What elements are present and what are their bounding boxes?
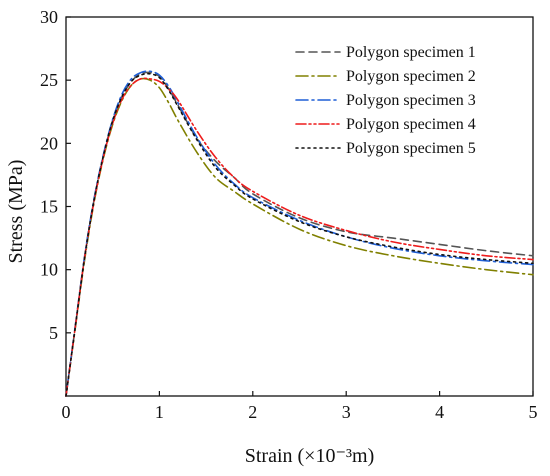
x-tick-label: 1 — [155, 402, 164, 422]
legend-label-4: Polygon specimen 4 — [346, 116, 476, 133]
y-tick-label: 30 — [40, 7, 58, 27]
y-tick-label: 25 — [40, 70, 58, 90]
series-line-5 — [65, 72, 534, 397]
x-tick-label: 4 — [435, 402, 444, 422]
legend-label-1: Polygon specimen 1 — [346, 44, 476, 61]
series-lines — [65, 70, 534, 397]
x-tick-label: 0 — [62, 402, 71, 422]
y-axis-title: Stress (MPa) — [5, 160, 27, 264]
y-tick-label: 20 — [40, 133, 58, 153]
y-tick-label: 10 — [40, 260, 58, 280]
series-line-4 — [65, 77, 534, 397]
axes: 0 1 2 3 4 5 5 10 15 20 25 30 — [40, 7, 538, 422]
x-axis-title: Strain (×10⁻³m) — [245, 445, 374, 467]
legend: Polygon specimen 1 Polygon specimen 2 Poly… — [295, 44, 476, 157]
x-tick-label: 3 — [342, 402, 351, 422]
legend-label-5: Polygon specimen 5 — [346, 140, 476, 157]
legend-label-2: Polygon specimen 2 — [346, 68, 476, 85]
y-tick-label: 5 — [49, 323, 58, 343]
legend-label-3: Polygon specimen 3 — [346, 92, 476, 109]
x-tick-label: 2 — [248, 402, 257, 422]
x-tick-label: 5 — [529, 402, 538, 422]
y-tick-label: 15 — [40, 197, 58, 217]
